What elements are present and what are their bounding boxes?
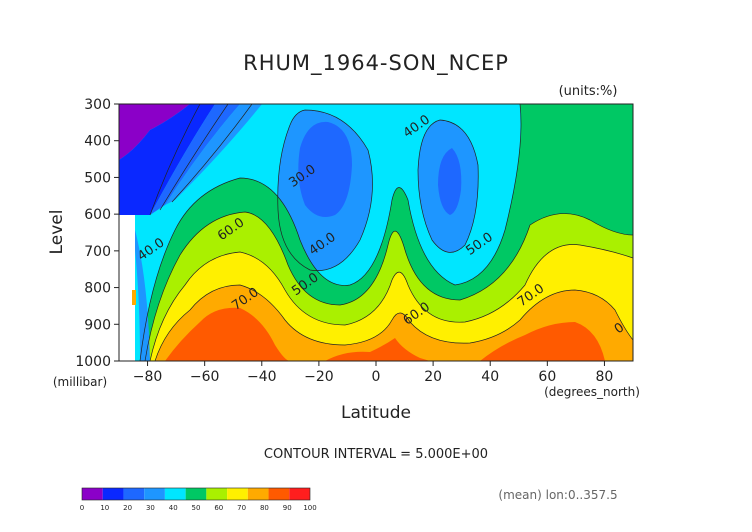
contour-interval-text: CONTOUR INTERVAL = 5.000E+00 — [264, 447, 488, 462]
colorbar-swatch — [123, 488, 145, 500]
contour-fill-antarctic-orange — [132, 290, 136, 305]
colorbar-tick-label: 50 — [192, 504, 201, 512]
colorbar-swatch — [247, 488, 269, 500]
contour-fill-blob-right-inner — [438, 148, 462, 215]
x-tick-label: 60 — [538, 369, 556, 385]
y-tick-label: 400 — [84, 134, 111, 150]
contour-fill-blue — [150, 104, 240, 215]
colorbar-swatch — [289, 488, 310, 500]
x-tick-label: 80 — [596, 369, 614, 385]
y-tick-label: 700 — [84, 244, 111, 260]
y-axis-label: Level — [47, 210, 67, 255]
colorbar-tick-label: 10 — [100, 504, 109, 512]
colorbar-tick-label: 60 — [214, 504, 223, 512]
y-tick-label: 800 — [84, 281, 111, 297]
y-tick-label: 300 — [84, 97, 111, 113]
y-tick-label: 1000 — [75, 354, 111, 370]
colorbar-swatch — [144, 488, 165, 500]
plot-area: 30.040.040.0 40.0 50.050.060.060.070.0 70.0… — [119, 104, 633, 361]
contour-fill-blue-dark — [119, 104, 215, 215]
colorbar-tick-label: 90 — [283, 504, 292, 512]
colorbar-swatch — [206, 488, 228, 500]
contour-lines — [139, 104, 633, 361]
x-axis-ticks: −80 −60 −40 −20 0 20 40 60 80 — [133, 361, 614, 385]
colorbar: 0 10 20 30 40 50 60 70 80 90 100 — [80, 487, 317, 512]
x-unit-label: (degrees_north) — [544, 385, 640, 399]
x-tick-label: −60 — [190, 369, 220, 385]
colorbar-frame — [81, 487, 311, 501]
footnote-text: (mean) lon:0..357.5 — [498, 488, 617, 502]
x-tick-label: 40 — [481, 369, 499, 385]
units-label: (units:%) — [559, 84, 618, 99]
contour-fill-blob-left-inner — [298, 121, 352, 218]
y-tick-label: 900 — [84, 317, 111, 333]
colorbar-tick-label: 100 — [303, 504, 316, 512]
contour-fill-darkorange-3 — [480, 322, 605, 361]
colorbar-tick-label: 20 — [123, 504, 132, 512]
contour-fill-antarctic-dry — [135, 230, 150, 361]
x-tick-label: 20 — [424, 369, 442, 385]
colorbar-tick-label: 70 — [237, 504, 246, 512]
y-axis-ticks: 300 400 500 600 700 800 900 1000 — [75, 97, 119, 370]
colorbar-swatch — [82, 488, 103, 500]
contour-fill-darkorange-2 — [325, 338, 430, 361]
y-tick-label: 600 — [84, 207, 111, 223]
colorbar-swatch — [185, 488, 207, 500]
contour-fill-purple — [119, 104, 190, 160]
chart-title: RHUM_1964-SON_NCEP — [243, 51, 509, 76]
y-tick-label: 500 — [84, 170, 111, 186]
x-tick-label: −80 — [133, 369, 163, 385]
x-tick-label: −40 — [247, 369, 277, 385]
colorbar-tick-label: 0 — [80, 504, 84, 512]
colorbar-tick-label: 40 — [169, 504, 178, 512]
missing-data-mask — [119, 215, 135, 361]
x-tick-label: −20 — [304, 369, 334, 385]
x-axis-label: Latitude — [341, 403, 411, 423]
y-unit-label: (millibar) — [53, 375, 107, 389]
colorbar-tick-label: 80 — [260, 504, 269, 512]
x-tick-label: 0 — [372, 369, 381, 385]
colorbar-swatch — [102, 488, 124, 500]
colorbar-swatch — [268, 488, 290, 500]
colorbar-swatch — [164, 488, 186, 500]
contour-fill-darkorange — [165, 307, 290, 361]
colorbar-swatch — [227, 488, 248, 500]
colorbar-tick-label: 30 — [146, 504, 155, 512]
